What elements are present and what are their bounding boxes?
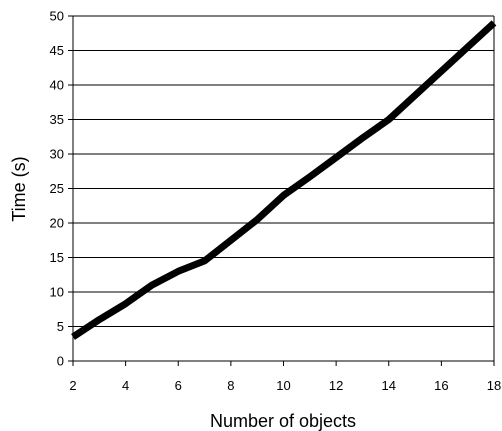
x-tick-label: 12 [329,378,343,393]
x-tick-label: 14 [382,378,396,393]
y-tick-label: 45 [50,43,64,58]
y-tick-label: 10 [50,285,64,300]
x-axis-label: Number of objects [210,411,356,431]
y-tick-label: 0 [57,354,64,369]
gridlines [73,15,494,327]
x-tick-label: 2 [69,378,76,393]
y-axis-label: Time (s) [9,156,29,221]
y-tick-label: 50 [50,9,64,24]
y-tick-label: 15 [50,250,64,265]
y-tick-label: 35 [50,112,64,127]
x-tick-label: 8 [227,378,234,393]
x-tick-label: 10 [276,378,290,393]
x-tick-label: 16 [434,378,448,393]
axes [68,15,495,366]
series-lines [71,20,497,340]
x-tick-label: 6 [175,378,182,393]
x-tick-label: 4 [122,378,129,393]
y-tick-label: 25 [50,181,64,196]
y-tick-label: 20 [50,216,64,231]
tick-labels: 0 5 10 15 20 25 30 35 40 45 50 2 4 6 8 10 12 14 16 18 [50,9,502,394]
y-tick-label: 40 [50,78,64,93]
series-line-0 [71,20,497,340]
x-tick-label: 18 [487,378,501,393]
y-tick-label: 30 [50,147,64,162]
y-tick-label: 5 [57,319,64,334]
